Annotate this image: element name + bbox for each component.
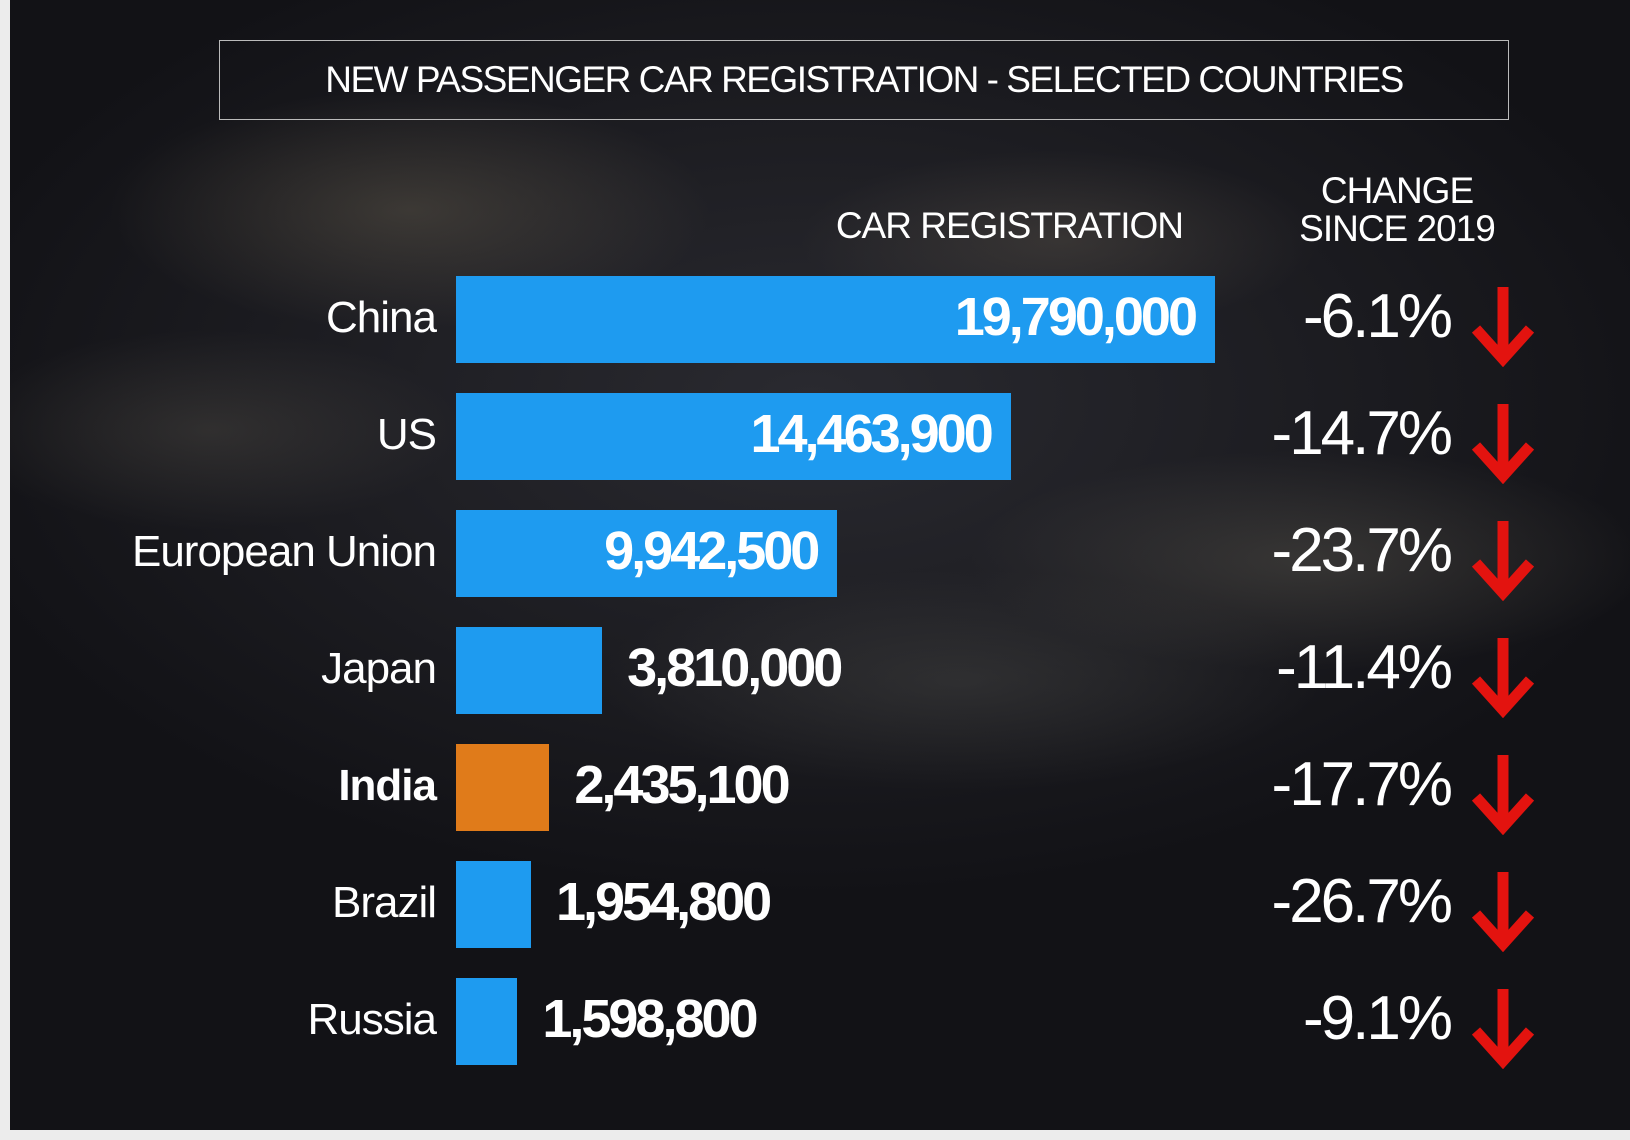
chart-title: NEW PASSENGER CAR REGISTRATION - SELECTE… bbox=[325, 59, 1404, 100]
arrow-shape bbox=[1471, 521, 1535, 601]
arrow-shape bbox=[1471, 872, 1535, 952]
change-arrow bbox=[1471, 872, 1535, 952]
arrow-shape bbox=[1471, 989, 1535, 1069]
value-label: 3,810,000 bbox=[627, 638, 843, 698]
change-label: -17.7% bbox=[1271, 750, 1453, 819]
category-label: Japan bbox=[321, 644, 437, 693]
value-label: 14,463,900 bbox=[750, 404, 993, 464]
change-label: -9.1% bbox=[1303, 984, 1453, 1053]
change-label: -23.7% bbox=[1271, 516, 1453, 585]
value-label: 1,598,800 bbox=[542, 989, 758, 1049]
change-arrow bbox=[1471, 287, 1535, 367]
bar bbox=[456, 392, 1011, 480]
category-label: Russia bbox=[307, 995, 438, 1044]
change-arrow bbox=[1471, 989, 1535, 1069]
change-label: -26.7% bbox=[1271, 867, 1453, 936]
arrow-shape bbox=[1471, 638, 1535, 718]
bar bbox=[456, 509, 838, 597]
change-arrow bbox=[1471, 755, 1535, 835]
arrow-shape bbox=[1471, 755, 1535, 835]
value-label: 19,790,000 bbox=[954, 287, 1198, 347]
bar bbox=[456, 275, 1215, 363]
category-label: China bbox=[326, 293, 437, 342]
arrow-shape bbox=[1471, 404, 1535, 484]
change-label: -14.7% bbox=[1271, 399, 1453, 468]
change-arrow bbox=[1471, 638, 1535, 718]
category-label: European Union bbox=[131, 527, 437, 576]
change-label: -11.4% bbox=[1276, 633, 1453, 702]
change-label: -6.1% bbox=[1303, 282, 1453, 351]
arrow-shape bbox=[1471, 287, 1535, 367]
category-label: Brazil bbox=[331, 878, 437, 927]
chart: NEW PASSENGER CAR REGISTRATION - SELECTE… bbox=[10, 0, 1630, 1130]
value-label: 1,954,800 bbox=[555, 872, 772, 932]
bar bbox=[456, 860, 531, 948]
category-label: India bbox=[338, 761, 437, 810]
change-arrow bbox=[1471, 404, 1535, 484]
value-label: 9,942,500 bbox=[604, 521, 820, 581]
change-arrow bbox=[1471, 521, 1535, 601]
title-frame bbox=[219, 40, 1509, 120]
column-header: CHANGE SINCE 2019 bbox=[1299, 170, 1496, 249]
category-label: US bbox=[376, 410, 437, 459]
value-label: 2,435,100 bbox=[574, 755, 790, 815]
bar bbox=[456, 743, 550, 831]
bar bbox=[456, 977, 518, 1065]
bar bbox=[456, 626, 603, 714]
column-header: CAR REGISTRATION bbox=[835, 205, 1184, 246]
